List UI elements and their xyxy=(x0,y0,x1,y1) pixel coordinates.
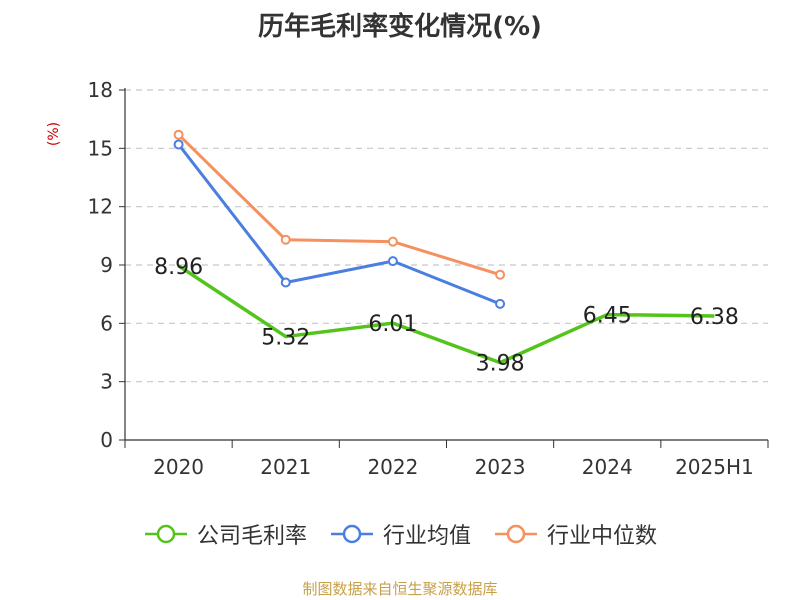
data-label-5: 6.38 xyxy=(690,305,739,330)
legend-item-industry-mean[interactable]: 行业均值 xyxy=(329,518,471,550)
series-line-2 xyxy=(177,133,501,277)
data-label-3: 3.98 xyxy=(476,352,525,377)
legend-item-company[interactable]: 公司毛利率 xyxy=(143,518,307,550)
legend: 公司毛利率 行业均值 行业中位数 xyxy=(0,518,800,550)
x-tick-label-4: 2024 xyxy=(582,455,633,479)
series-1-point-2 xyxy=(387,256,398,267)
x-tick-label-1: 2021 xyxy=(260,455,311,479)
chart-title: 历年毛利率变化情况(%) xyxy=(258,12,542,42)
legend-label-industry-median: 行业中位数 xyxy=(547,524,658,549)
x-tick-label-5: 2025H1 xyxy=(675,455,754,479)
series-2-point-1 xyxy=(280,234,291,245)
legend-item-industry-median[interactable]: 行业中位数 xyxy=(493,518,657,550)
y-tick-label-6: 18 xyxy=(88,78,113,102)
legend-label-industry-mean: 行业均值 xyxy=(382,524,471,549)
data-label-4: 6.45 xyxy=(583,304,632,329)
legend-label-company: 公司毛利率 xyxy=(196,524,307,549)
series-line-1 xyxy=(177,143,501,306)
y-tick-label-2: 6 xyxy=(100,311,113,335)
series-2-point-3 xyxy=(495,269,506,280)
series-2-point-0 xyxy=(173,129,184,140)
data-source-note: 制图数据来自恒生聚源数据库 xyxy=(302,580,498,598)
y-tick-label-5: 15 xyxy=(88,136,113,160)
x-tick-label-2: 2022 xyxy=(367,455,418,479)
legend-swatch-industry-median-icon xyxy=(495,524,537,544)
y-tick-label-3: 9 xyxy=(100,253,113,277)
series-1-point-3 xyxy=(495,298,506,309)
data-label-0: 8.96 xyxy=(154,255,203,280)
legend-swatch-company-icon xyxy=(144,524,187,544)
legend-swatch-industry-mean-icon xyxy=(330,524,373,544)
x-tick-label-0: 2020 xyxy=(153,455,204,479)
y-tick-label-1: 3 xyxy=(100,370,113,394)
series-line-0 xyxy=(177,264,715,365)
y-tick-label-4: 12 xyxy=(88,195,113,219)
y-tick-label-0: 0 xyxy=(100,428,113,452)
series-1-point-1 xyxy=(280,277,291,288)
series-1-point-0 xyxy=(173,139,184,150)
data-label-2: 6.01 xyxy=(368,312,417,337)
x-tick-label-3: 2023 xyxy=(475,455,526,479)
data-label-1: 5.32 xyxy=(261,326,310,351)
series-2-point-2 xyxy=(387,236,398,247)
